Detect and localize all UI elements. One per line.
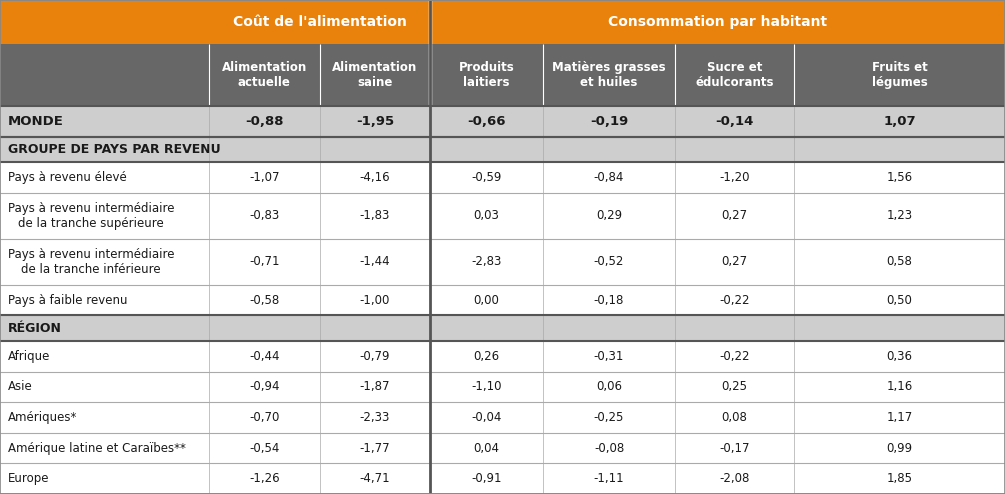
Text: -1,95: -1,95	[356, 115, 394, 128]
Bar	[0, 371, 1005, 402]
Text: 0,27: 0,27	[722, 255, 748, 268]
Text: Consommation par habitant: Consommation par habitant	[608, 15, 827, 29]
Bar	[0, 44, 1005, 106]
Text: Alimentation
saine: Alimentation saine	[333, 61, 417, 89]
Text: 1,85: 1,85	[886, 472, 913, 485]
Text: -1,83: -1,83	[360, 209, 390, 222]
Text: -0,08: -0,08	[594, 442, 624, 454]
Text: 0,99: 0,99	[886, 442, 913, 454]
Text: -0,84: -0,84	[594, 171, 624, 184]
Bar	[0, 341, 1005, 371]
Text: -1,20: -1,20	[720, 171, 750, 184]
Bar	[0, 239, 1005, 285]
Text: -0,58: -0,58	[249, 293, 279, 307]
Text: -0,25: -0,25	[594, 411, 624, 424]
Text: -1,44: -1,44	[360, 255, 390, 268]
Text: Sucre et
édulcorants: Sucre et édulcorants	[695, 61, 774, 89]
Text: 0,03: 0,03	[473, 209, 499, 222]
Text: -0,18: -0,18	[594, 293, 624, 307]
Text: -0,22: -0,22	[720, 293, 750, 307]
Text: 0,08: 0,08	[722, 411, 748, 424]
Text: 1,56: 1,56	[886, 171, 913, 184]
Bar	[0, 315, 1005, 341]
Text: 0,36: 0,36	[886, 350, 913, 363]
Text: 0,06: 0,06	[596, 380, 622, 393]
Text: Amériques*: Amériques*	[8, 411, 77, 424]
Text: -0,04: -0,04	[471, 411, 501, 424]
Text: 0,04: 0,04	[473, 442, 499, 454]
Text: -1,26: -1,26	[249, 472, 279, 485]
Text: -2,08: -2,08	[720, 472, 750, 485]
Text: Pays à revenu intermédiaire
de la tranche inférieure: Pays à revenu intermédiaire de la tranch…	[8, 248, 175, 276]
Text: Europe: Europe	[8, 472, 49, 485]
Text: -0,54: -0,54	[249, 442, 279, 454]
Text: -0,83: -0,83	[249, 209, 279, 222]
Text: -0,44: -0,44	[249, 350, 279, 363]
Bar	[0, 463, 1005, 494]
Bar	[0, 433, 1005, 463]
Bar	[0, 285, 1005, 315]
Text: -1,87: -1,87	[360, 380, 390, 393]
Text: Pays à revenu intermédiaire
de la tranche supérieure: Pays à revenu intermédiaire de la tranch…	[8, 202, 175, 230]
Text: Alimentation
actuelle: Alimentation actuelle	[222, 61, 307, 89]
Text: GROUPE DE PAYS PAR REVENU: GROUPE DE PAYS PAR REVENU	[8, 143, 221, 156]
Text: -2,83: -2,83	[471, 255, 501, 268]
Text: Produits
laitiers: Produits laitiers	[458, 61, 515, 89]
Text: -0,88: -0,88	[245, 115, 283, 128]
Text: -1,77: -1,77	[360, 442, 390, 454]
Text: -0,52: -0,52	[594, 255, 624, 268]
Text: -0,14: -0,14	[716, 115, 754, 128]
Text: Pays à faible revenu: Pays à faible revenu	[8, 293, 128, 307]
Text: Amérique latine et Caraïbes**: Amérique latine et Caraïbes**	[8, 442, 186, 454]
Text: 1,23: 1,23	[886, 209, 913, 222]
Text: -1,10: -1,10	[471, 380, 501, 393]
Bar	[0, 106, 1005, 137]
Bar	[0, 193, 1005, 239]
Text: Pays à revenu élevé: Pays à revenu élevé	[8, 171, 127, 184]
Text: -0,79: -0,79	[360, 350, 390, 363]
Text: Coût de l'alimentation: Coût de l'alimentation	[232, 15, 407, 29]
Text: -0,59: -0,59	[471, 171, 501, 184]
Text: Matières grasses
et huiles: Matières grasses et huiles	[552, 61, 666, 89]
Text: 1,07: 1,07	[883, 115, 916, 128]
Text: -0,94: -0,94	[249, 380, 279, 393]
Text: -0,19: -0,19	[590, 115, 628, 128]
Text: Afrique: Afrique	[8, 350, 50, 363]
Text: -0,71: -0,71	[249, 255, 279, 268]
Text: 0,26: 0,26	[473, 350, 499, 363]
Text: RÉGION: RÉGION	[8, 322, 62, 334]
Bar	[0, 402, 1005, 433]
Text: 1,17: 1,17	[886, 411, 913, 424]
Text: -0,70: -0,70	[249, 411, 279, 424]
Text: -1,11: -1,11	[594, 472, 624, 485]
Text: -0,91: -0,91	[471, 472, 501, 485]
Text: Fruits et
légumes: Fruits et légumes	[871, 61, 928, 89]
Text: 1,16: 1,16	[886, 380, 913, 393]
Text: -4,71: -4,71	[360, 472, 390, 485]
Text: 0,29: 0,29	[596, 209, 622, 222]
Text: 0,27: 0,27	[722, 209, 748, 222]
Text: 0,58: 0,58	[886, 255, 913, 268]
Text: Asie: Asie	[8, 380, 33, 393]
Text: -4,16: -4,16	[360, 171, 390, 184]
Text: -1,07: -1,07	[249, 171, 279, 184]
Text: 0,25: 0,25	[722, 380, 748, 393]
Text: -0,17: -0,17	[720, 442, 750, 454]
Bar	[0, 137, 1005, 163]
Text: -1,00: -1,00	[360, 293, 390, 307]
Text: -0,22: -0,22	[720, 350, 750, 363]
Bar	[0, 163, 1005, 193]
Text: 0,00: 0,00	[473, 293, 499, 307]
Text: 0,50: 0,50	[886, 293, 913, 307]
Text: -0,66: -0,66	[467, 115, 506, 128]
Bar	[0, 0, 1005, 44]
Text: -0,31: -0,31	[594, 350, 624, 363]
Text: MONDE: MONDE	[8, 115, 64, 128]
Text: -2,33: -2,33	[360, 411, 390, 424]
